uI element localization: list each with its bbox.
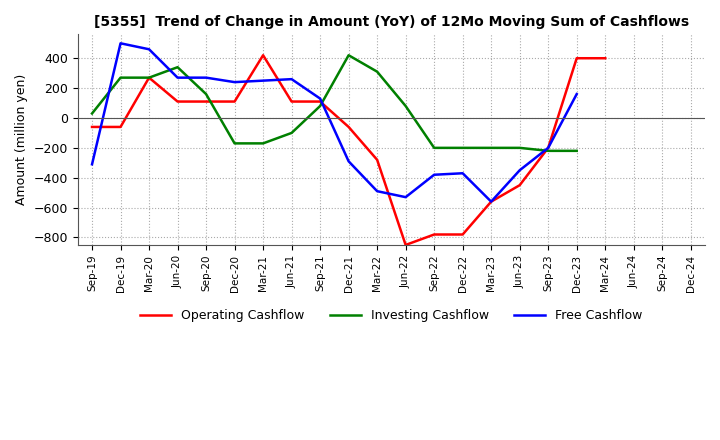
Operating Cashflow <box>316 99 325 104</box>
Line: Investing Cashflow: Investing Cashflow <box>92 55 577 151</box>
Investing Cashflow <box>174 65 182 70</box>
Free Cashflow <box>230 80 239 85</box>
Investing Cashflow <box>287 130 296 136</box>
Title: [5355]  Trend of Change in Amount (YoY) of 12Mo Moving Sum of Cashflows: [5355] Trend of Change in Amount (YoY) o… <box>94 15 689 29</box>
Free Cashflow <box>344 159 353 164</box>
Operating Cashflow <box>174 99 182 104</box>
Investing Cashflow <box>316 103 325 109</box>
Investing Cashflow <box>572 148 581 154</box>
Investing Cashflow <box>344 53 353 58</box>
Investing Cashflow <box>145 75 153 80</box>
Free Cashflow <box>88 161 96 167</box>
Operating Cashflow <box>88 125 96 130</box>
Free Cashflow <box>459 171 467 176</box>
Operating Cashflow <box>601 55 610 61</box>
Free Cashflow <box>145 47 153 52</box>
Investing Cashflow <box>459 145 467 150</box>
Free Cashflow <box>373 188 382 194</box>
Operating Cashflow <box>401 242 410 248</box>
Investing Cashflow <box>116 75 125 80</box>
Free Cashflow <box>116 40 125 46</box>
Investing Cashflow <box>258 141 267 146</box>
Investing Cashflow <box>88 111 96 116</box>
Operating Cashflow <box>287 99 296 104</box>
Investing Cashflow <box>544 148 552 154</box>
Operating Cashflow <box>116 125 125 130</box>
Operating Cashflow <box>344 125 353 130</box>
Free Cashflow <box>258 78 267 83</box>
Free Cashflow <box>202 75 210 80</box>
Operating Cashflow <box>459 232 467 237</box>
Operating Cashflow <box>572 55 581 61</box>
Investing Cashflow <box>202 92 210 97</box>
Investing Cashflow <box>401 103 410 109</box>
Investing Cashflow <box>373 69 382 74</box>
Free Cashflow <box>516 168 524 173</box>
Line: Free Cashflow: Free Cashflow <box>92 43 577 202</box>
Investing Cashflow <box>516 145 524 150</box>
Operating Cashflow <box>373 157 382 162</box>
Operating Cashflow <box>202 99 210 104</box>
Operating Cashflow <box>516 183 524 188</box>
Free Cashflow <box>174 75 182 80</box>
Operating Cashflow <box>258 53 267 58</box>
Operating Cashflow <box>487 199 495 204</box>
Investing Cashflow <box>230 141 239 146</box>
Line: Operating Cashflow: Operating Cashflow <box>92 55 606 245</box>
Free Cashflow <box>401 194 410 200</box>
Operating Cashflow <box>544 145 552 150</box>
Investing Cashflow <box>487 145 495 150</box>
Operating Cashflow <box>230 99 239 104</box>
Y-axis label: Amount (million yen): Amount (million yen) <box>15 74 28 205</box>
Free Cashflow <box>487 199 495 204</box>
Operating Cashflow <box>430 232 438 237</box>
Free Cashflow <box>430 172 438 177</box>
Legend: Operating Cashflow, Investing Cashflow, Free Cashflow: Operating Cashflow, Investing Cashflow, … <box>135 304 648 327</box>
Free Cashflow <box>572 92 581 97</box>
Free Cashflow <box>287 77 296 82</box>
Free Cashflow <box>316 96 325 101</box>
Free Cashflow <box>544 145 552 150</box>
Investing Cashflow <box>430 145 438 150</box>
Operating Cashflow <box>145 75 153 80</box>
